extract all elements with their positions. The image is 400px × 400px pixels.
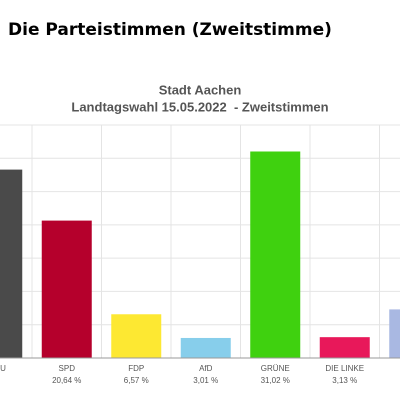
value-label: 20,64 % bbox=[52, 376, 81, 385]
chart-title: Stadt Aachen bbox=[159, 82, 242, 97]
value-label: 3,13 % bbox=[332, 376, 357, 385]
bar bbox=[389, 309, 400, 358]
value-label: 3,01 % bbox=[193, 376, 218, 385]
bar bbox=[319, 337, 370, 358]
bar bbox=[0, 169, 23, 358]
bar bbox=[180, 337, 231, 358]
x-tick-label: GRÜNE bbox=[261, 364, 290, 373]
x-tick-label: SPD bbox=[59, 364, 76, 373]
x-tick-label: FDP bbox=[128, 364, 144, 373]
x-tick-label: CDU bbox=[0, 364, 6, 373]
chart-subtitle: Landtagswahl 15.05.2022 - Zweitstimmen bbox=[71, 99, 328, 114]
value-label: 31,02 % bbox=[261, 376, 290, 385]
bar bbox=[250, 151, 301, 358]
x-tick-label: DIE LINKE bbox=[325, 364, 364, 373]
bar bbox=[111, 314, 162, 358]
x-tick-label: AfD bbox=[199, 364, 213, 373]
page-heading: Die Parteistimmen (Zweitstimme) bbox=[8, 20, 332, 40]
value-label: 6,57 % bbox=[124, 376, 149, 385]
bar bbox=[41, 220, 92, 358]
